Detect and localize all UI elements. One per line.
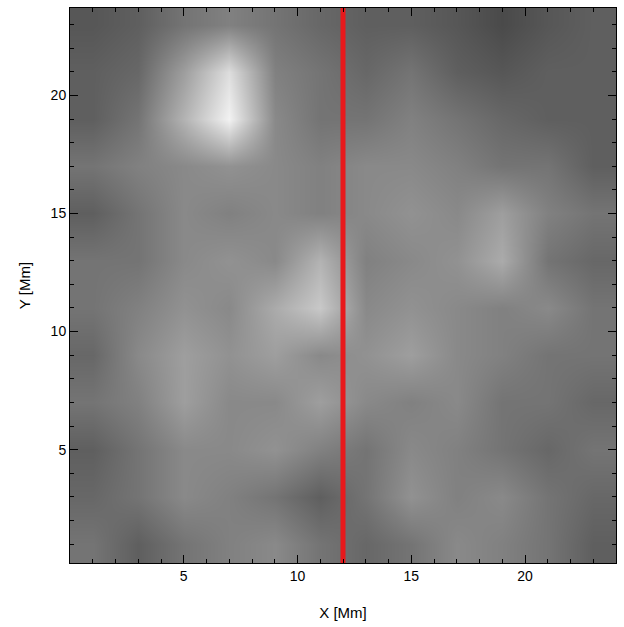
svg-text:5: 5 — [58, 442, 66, 458]
svg-text:20: 20 — [51, 87, 67, 103]
svg-text:10: 10 — [290, 568, 306, 584]
svg-text:5: 5 — [180, 568, 188, 584]
svg-text:Y [Mm]: Y [Mm] — [16, 262, 33, 309]
svg-text:15: 15 — [403, 568, 419, 584]
svg-text:15: 15 — [51, 205, 67, 221]
svg-text:10: 10 — [51, 323, 67, 339]
svg-text:20: 20 — [517, 568, 533, 584]
svg-text:X [Mm]: X [Mm] — [319, 604, 367, 621]
